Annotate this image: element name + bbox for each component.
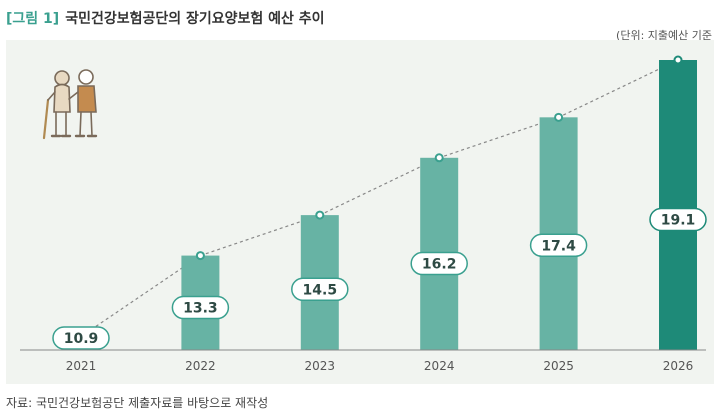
trend-line [80, 59, 679, 338]
x-tick-label-2022: 2022 [185, 359, 216, 373]
svg-text:10.9: 10.9 [64, 331, 99, 347]
x-tick-label-2023: 2023 [305, 359, 336, 373]
chart-panel [6, 40, 714, 384]
trend-point-2024 [434, 153, 444, 163]
unit-note: (단위: 지출예산 기준 [616, 29, 712, 42]
trend-point-2025 [554, 112, 564, 122]
x-tick-label-2024: 2024 [424, 359, 455, 373]
chart-title: 국민건강보험공단의 장기요양보험 예산 추이 [65, 11, 325, 27]
value-label-2025: 17.4 [529, 233, 588, 258]
x-tick-label-2021: 2021 [66, 359, 97, 373]
x-tick-label-2026: 2026 [663, 359, 694, 373]
trend-point-2026 [673, 55, 683, 65]
x-tick-label-2025: 2025 [543, 359, 574, 373]
bar-2026 [659, 60, 697, 350]
source-note: 자료: 국민건강보험공단 제출자료를 바탕으로 재작성 [6, 396, 269, 410]
svg-text:14.5: 14.5 [303, 282, 338, 298]
value-label-2024: 16.2 [410, 251, 468, 276]
svg-text:13.3: 13.3 [183, 301, 218, 317]
svg-text:19.1: 19.1 [661, 213, 696, 229]
value-label-2023: 14.5 [291, 277, 349, 302]
value-label-2022: 13.3 [171, 295, 230, 320]
chart-header: [그림 1] 국민건강보험공단의 장기요양보험 예산 추이 [6, 8, 325, 28]
trend-point-2022 [195, 251, 205, 261]
value-label-2026: 19.1 [649, 207, 707, 232]
svg-text:17.4: 17.4 [541, 238, 576, 254]
value-label-2021: 10.9 [52, 326, 110, 350]
svg-text:16.2: 16.2 [422, 257, 457, 273]
trend-point-2023 [315, 210, 325, 220]
elderly-caregiver-icon [42, 69, 98, 140]
figure-label: [그림 1] [6, 11, 60, 27]
